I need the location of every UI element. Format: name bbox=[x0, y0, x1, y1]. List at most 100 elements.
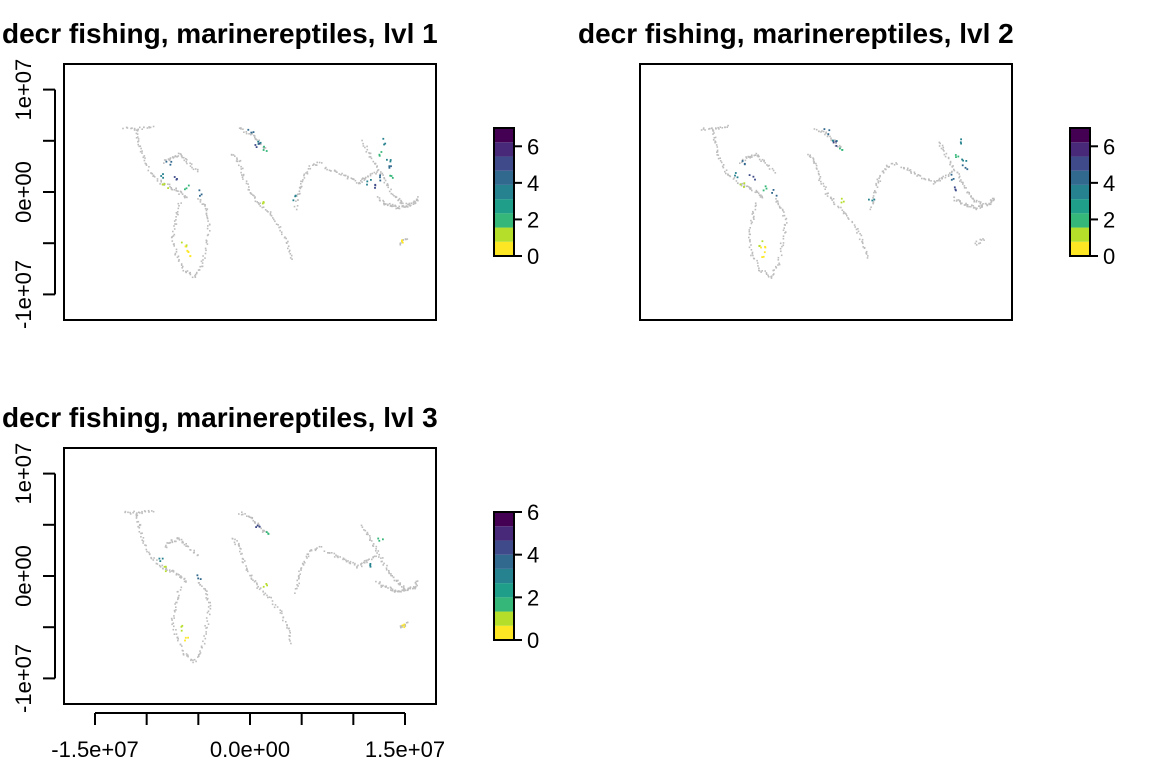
coast-cell bbox=[760, 160, 762, 162]
coast-cell bbox=[956, 199, 958, 201]
coast-cell bbox=[207, 606, 210, 608]
coast-cell bbox=[941, 177, 943, 180]
coast-cell bbox=[753, 154, 756, 157]
coast-cell bbox=[389, 205, 392, 207]
coast-cell bbox=[968, 205, 970, 208]
coast-cell bbox=[244, 560, 246, 562]
coast-cell bbox=[172, 235, 175, 237]
coast-cell bbox=[177, 202, 180, 205]
coast-cell bbox=[404, 623, 406, 626]
coast-cell bbox=[291, 258, 293, 260]
coast-cell bbox=[139, 524, 142, 526]
coast-cell bbox=[963, 187, 966, 189]
coast-cell bbox=[947, 156, 950, 159]
coast-cell bbox=[206, 593, 209, 596]
value-cell bbox=[764, 246, 767, 249]
coast-cell bbox=[186, 158, 188, 161]
coast-cell bbox=[369, 173, 372, 175]
coast-cell bbox=[295, 208, 298, 211]
coast-cell bbox=[822, 130, 825, 133]
coast-cell bbox=[285, 237, 287, 240]
coast-cell bbox=[410, 202, 413, 204]
coast-cell bbox=[753, 215, 755, 218]
coast-cell bbox=[825, 132, 827, 135]
coast-cell bbox=[246, 568, 248, 571]
coast-cell bbox=[296, 584, 298, 586]
coast-cell bbox=[398, 207, 401, 210]
coast-cell bbox=[782, 229, 785, 231]
coast-cell bbox=[764, 270, 766, 272]
coast-cell bbox=[364, 178, 367, 180]
coast-cell bbox=[750, 187, 752, 189]
coast-cell bbox=[206, 216, 209, 219]
coast-cell bbox=[173, 609, 176, 612]
coast-cell bbox=[288, 250, 290, 253]
coast-cell bbox=[201, 265, 203, 268]
coast-cell bbox=[270, 596, 272, 599]
coast-cell bbox=[378, 197, 381, 199]
coast-cell bbox=[391, 575, 393, 577]
coast-cell bbox=[758, 194, 761, 196]
coast-cell bbox=[782, 209, 784, 212]
coast-cell bbox=[197, 656, 199, 658]
coast-cell bbox=[415, 585, 417, 588]
coast-cell bbox=[165, 567, 168, 570]
coast-cell bbox=[408, 202, 411, 205]
coast-cell bbox=[254, 200, 257, 203]
coast-cell bbox=[867, 255, 869, 257]
coast-cell bbox=[401, 626, 404, 628]
coast-cell bbox=[300, 183, 302, 185]
coast-cell bbox=[283, 236, 286, 239]
coast-cell bbox=[173, 189, 176, 191]
coast-cell bbox=[187, 654, 189, 656]
coast-cell bbox=[775, 201, 777, 203]
coast-cell bbox=[955, 200, 958, 202]
coast-cell bbox=[285, 241, 288, 244]
coast-cell bbox=[258, 203, 260, 206]
coast-cell bbox=[847, 218, 850, 220]
coast-cell bbox=[314, 549, 317, 552]
coast-cell bbox=[189, 165, 192, 167]
value-cell bbox=[167, 187, 169, 189]
coast-cell bbox=[777, 259, 780, 261]
coast-cell bbox=[748, 187, 751, 189]
coast-cell bbox=[333, 170, 336, 172]
coast-cell bbox=[205, 597, 207, 599]
coast-cell bbox=[298, 582, 300, 585]
coast-cell bbox=[177, 597, 180, 599]
coast-cell bbox=[376, 166, 378, 168]
value-cell bbox=[950, 173, 953, 176]
coast-cell bbox=[290, 254, 293, 257]
coast-cell bbox=[754, 205, 757, 208]
coast-cell bbox=[294, 592, 296, 594]
coast-cell bbox=[309, 550, 311, 552]
coast-cell bbox=[238, 513, 240, 515]
value-cell bbox=[960, 138, 962, 141]
coast-cell bbox=[750, 244, 752, 246]
coast-cell bbox=[704, 129, 706, 131]
coast-cell bbox=[173, 617, 175, 619]
coast-cell bbox=[748, 233, 751, 235]
coast-cell bbox=[209, 607, 212, 610]
coast-cell bbox=[966, 204, 969, 206]
coast-cell bbox=[138, 145, 140, 148]
coast-cell bbox=[175, 212, 178, 214]
coast-cell bbox=[207, 623, 210, 625]
value-cell bbox=[840, 201, 843, 204]
coast-cell bbox=[369, 156, 372, 158]
coast-cell bbox=[181, 193, 184, 195]
coast-cell bbox=[240, 513, 243, 516]
coast-cell bbox=[725, 172, 727, 175]
coast-cell bbox=[412, 201, 415, 204]
coast-cell bbox=[160, 181, 162, 183]
coast-cell bbox=[751, 189, 753, 192]
coast-cell bbox=[185, 196, 188, 198]
legend-frame bbox=[1069, 127, 1091, 257]
coast-cell bbox=[187, 655, 189, 658]
value-cell bbox=[198, 189, 201, 192]
coast-cell bbox=[980, 239, 983, 241]
coast-cell bbox=[153, 176, 156, 178]
coast-cell bbox=[713, 137, 716, 139]
coast-cell bbox=[739, 162, 741, 164]
coast-cell bbox=[381, 172, 384, 175]
